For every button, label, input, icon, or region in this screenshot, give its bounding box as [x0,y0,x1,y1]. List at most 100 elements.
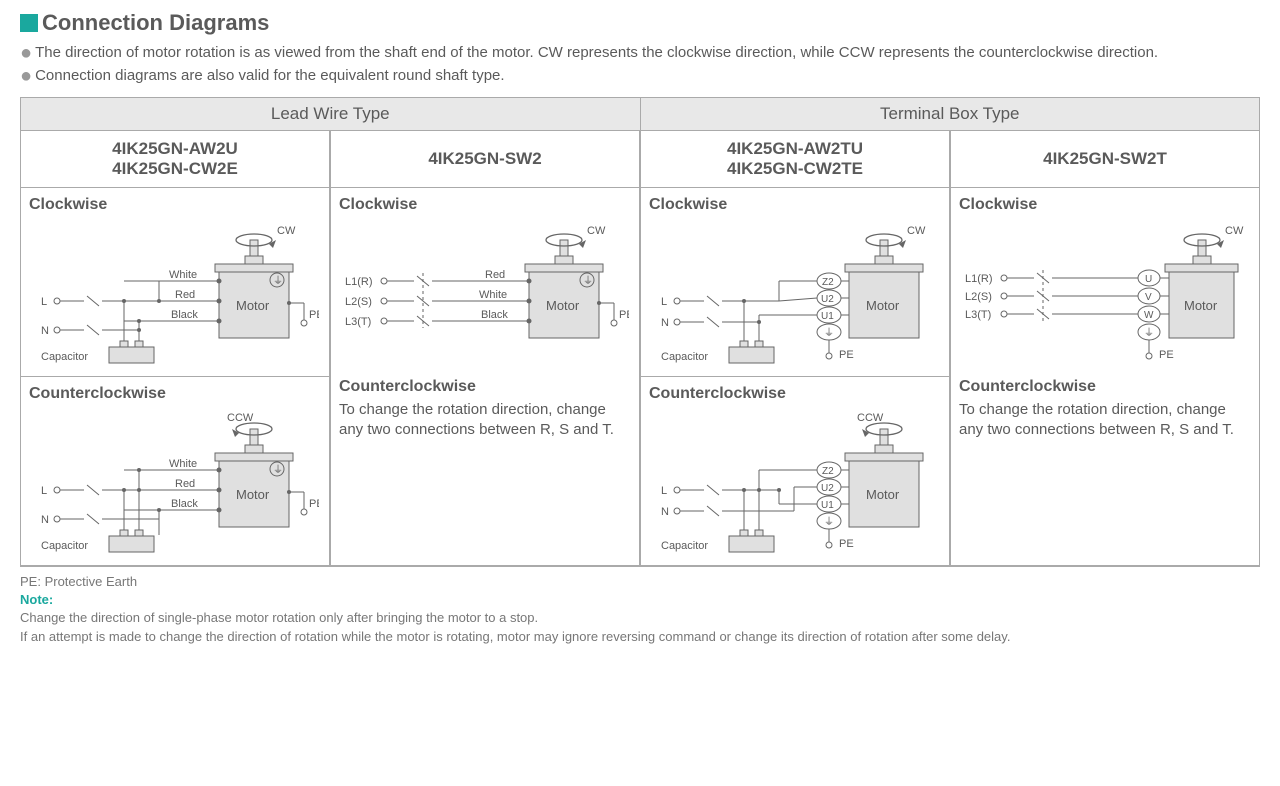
svg-text:Black: Black [481,309,508,321]
footer-block: PE: Protective Earth Note: Change the di… [20,573,1260,646]
svg-text:N: N [41,325,49,337]
pe-definition: PE: Protective Earth [20,573,1260,591]
svg-text:Motor: Motor [866,298,900,313]
svg-text:CW: CW [587,225,606,237]
svg-text:Capacitor: Capacitor [41,540,88,552]
diagram-col4-cw: CW Motor U V W ⏚ PE L1(R) L2(S) L3(T) [959,218,1249,368]
svg-text:PE: PE [839,538,854,550]
ccw-title-1: Counterclockwise [29,385,321,403]
model-col2: 4IK25GN-SW2 [330,131,640,188]
title-bullet [20,14,38,32]
svg-text:Motor: Motor [546,298,580,313]
model-1a: 4IK25GN-AW2U [25,139,325,159]
intro-block: ● The direction of motor rotation is as … [20,42,1260,87]
svg-text:⏚: ⏚ [273,275,283,287]
note-1: Change the direction of single-phase mot… [20,609,1260,627]
svg-text:Black: Black [171,309,198,321]
svg-text:Motor: Motor [236,298,270,313]
divider [641,376,949,377]
cw-title-3: Clockwise [649,196,941,214]
svg-text:⏚: ⏚ [824,327,834,339]
svg-text:L: L [41,485,47,497]
svg-text:U2: U2 [821,483,834,494]
svg-text:White: White [479,289,507,301]
ccw-title-4: Counterclockwise [959,378,1251,396]
svg-text:U1: U1 [821,311,834,322]
bullet-dot: ● [20,42,32,64]
diagram-col1-cw: CW Motor ⏚ White Red Black L N [29,218,319,368]
note-2: If an attempt is made to change the dire… [20,628,1260,646]
svg-text:N: N [661,506,669,518]
svg-text:N: N [41,514,49,526]
svg-text:L3(T): L3(T) [345,316,371,328]
svg-text:V: V [1145,292,1152,303]
cell-col2: Clockwise CW Motor ⏚ Red White Black L1(… [330,188,640,566]
intro-line-2: ● Connection diagrams are also valid for… [20,65,1260,88]
svg-text:Capacitor: Capacitor [41,351,88,363]
svg-text:CW: CW [277,225,296,237]
note-label: Note: [20,591,1260,609]
diagram-col2-cw: CW Motor ⏚ Red White Black L1(R) L2(S) L… [339,218,629,368]
cw-title-4: Clockwise [959,196,1251,214]
diagram-body-row: Clockwise CW Motor ⏚ White Red Black L [20,188,1260,567]
ccw-title-3: Counterclockwise [649,385,941,403]
svg-text:PE: PE [1159,349,1174,361]
cw-title-1: Clockwise [29,196,321,214]
svg-text:Red: Red [175,289,195,301]
page-title: Connection Diagrams [42,10,269,36]
cw-title-2: Clockwise [339,196,631,214]
svg-text:L1(R): L1(R) [965,273,993,285]
svg-text:Red: Red [175,478,195,490]
ccw-title-2: Counterclockwise [339,378,631,396]
svg-text:Z2: Z2 [822,277,834,288]
model-2: 4IK25GN-SW2 [428,149,541,169]
svg-text:CW: CW [1225,225,1244,237]
svg-text:⏚: ⏚ [1144,327,1154,339]
svg-text:Capacitor: Capacitor [661,351,708,363]
header-row-types: Lead Wire Type Terminal Box Type [21,98,1260,131]
svg-text:Black: Black [171,498,198,510]
model-3a: 4IK25GN-AW2TU [645,139,945,159]
svg-text:L2(S): L2(S) [345,296,372,308]
svg-text:N: N [661,317,669,329]
svg-text:PE: PE [619,309,629,321]
svg-text:PE: PE [309,309,319,321]
svg-text:CCW: CCW [227,412,254,424]
svg-text:L: L [661,485,667,497]
model-header-row: 4IK25GN-AW2U 4IK25GN-CW2E 4IK25GN-SW2 4I… [20,131,1260,188]
intro-text-2: Connection diagrams are also valid for t… [35,65,504,88]
diagram-col3-ccw: CCW Motor Z2 U2 U1 ⏚ PE L N [649,407,939,557]
svg-text:Motor: Motor [1184,298,1218,313]
svg-text:L1(R): L1(R) [345,276,373,288]
svg-text:L: L [661,296,667,308]
intro-line-1: ● The direction of motor rotation is as … [20,42,1260,65]
model-3b: 4IK25GN-CW2TE [645,159,945,179]
model-1b: 4IK25GN-CW2E [25,159,325,179]
diagram-col3-cw: CW Motor Z2 U2 U1 ⏚ PE L N [649,218,939,368]
ccw-note-2: To change the rotation direction, change… [339,400,631,441]
svg-text:Capacitor: Capacitor [661,540,708,552]
model-col4: 4IK25GN-SW2T [950,131,1260,188]
svg-text:PE: PE [309,498,319,510]
intro-text-1: The direction of motor rotation is as vi… [35,42,1158,65]
svg-text:CW: CW [907,225,926,237]
svg-text:PE: PE [839,349,854,361]
svg-text:U2: U2 [821,294,834,305]
svg-text:CCW: CCW [857,412,884,424]
svg-text:L3(T): L3(T) [965,309,991,321]
diagram-col1-ccw: CCW Motor ⏚ White Red Black L N Capacito [29,407,319,557]
diagram-table: Lead Wire Type Terminal Box Type [20,97,1260,131]
ccw-note-4: To change the rotation direction, change… [959,400,1251,441]
cell-col4: Clockwise CW Motor U V W ⏚ PE L1(R) L2(S… [950,188,1260,566]
svg-text:Z2: Z2 [822,466,834,477]
svg-text:Motor: Motor [236,487,270,502]
svg-text:Motor: Motor [866,487,900,502]
bullet-dot: ● [20,65,32,87]
svg-text:L: L [41,296,47,308]
svg-text:White: White [169,269,197,281]
svg-text:⏚: ⏚ [273,464,283,476]
cell-col1: Clockwise CW Motor ⏚ White Red Black L [20,188,330,566]
svg-text:White: White [169,458,197,470]
model-4: 4IK25GN-SW2T [1043,149,1167,169]
model-col3: 4IK25GN-AW2TU 4IK25GN-CW2TE [640,131,950,188]
